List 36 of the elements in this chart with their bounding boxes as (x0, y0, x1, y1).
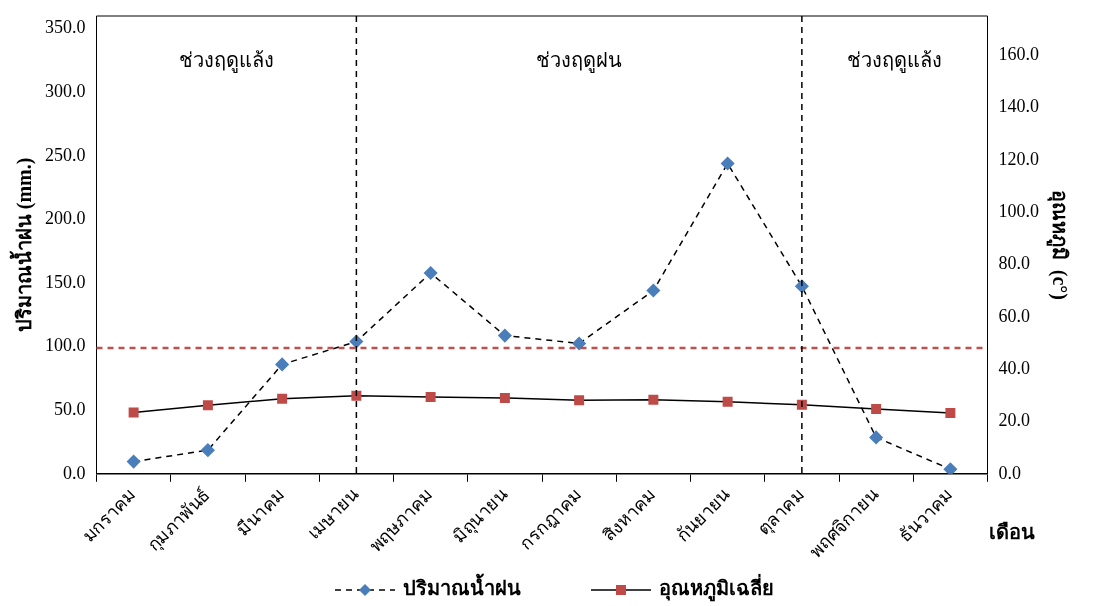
y-tick-label: 0.0 (63, 462, 86, 483)
y-tick-label: 200.0 (45, 208, 86, 229)
point (572, 336, 586, 351)
y2-tick-label: 140.0 (998, 96, 1039, 117)
y-tick-label: 50.0 (54, 398, 86, 419)
annotation: ช่วงฤดูฝน (536, 49, 623, 74)
y2-tick-label: 60.0 (998, 305, 1030, 326)
point (646, 283, 661, 298)
y-tick-label: 150.0 (45, 271, 86, 292)
legend-label: อุณหภูมิเฉลี่ย (659, 573, 774, 603)
point (349, 334, 364, 349)
y-tick-label: 100.0 (45, 335, 86, 356)
y2-tick-label: 160.0 (998, 43, 1039, 64)
annotation: ช่วงฤดูแล้ง (178, 49, 274, 74)
point (275, 357, 289, 372)
point (720, 156, 735, 171)
point (201, 443, 215, 457)
point (869, 430, 883, 445)
y2-tick-label: 40.0 (998, 357, 1030, 378)
point (126, 454, 141, 469)
y-tick-label: 350.0 (45, 17, 86, 38)
point (498, 328, 512, 343)
legend-label: ปริมาณน้ำฝน (403, 573, 521, 600)
x-axis-title: เดือน (989, 520, 1035, 543)
y2-tick-label: 80.0 (998, 253, 1030, 274)
y2-tick-label: 120.0 (998, 148, 1039, 169)
annotation: ช่วงฤดูแล้ง (847, 49, 943, 74)
y-tick-label: 300.0 (45, 81, 86, 102)
point (943, 462, 958, 474)
y2-axis-title: อุณหภูมิ (c°) (1045, 189, 1071, 300)
y2-tick-label: 0.0 (998, 462, 1021, 483)
point (423, 266, 438, 280)
y2-tick-label: 20.0 (998, 410, 1030, 431)
y2-tick-label: 100.0 (998, 200, 1039, 221)
y-tick-label: 250.0 (45, 144, 86, 165)
y-axis-title: ปริมาณน้ำฝน (mm.) (9, 157, 37, 333)
